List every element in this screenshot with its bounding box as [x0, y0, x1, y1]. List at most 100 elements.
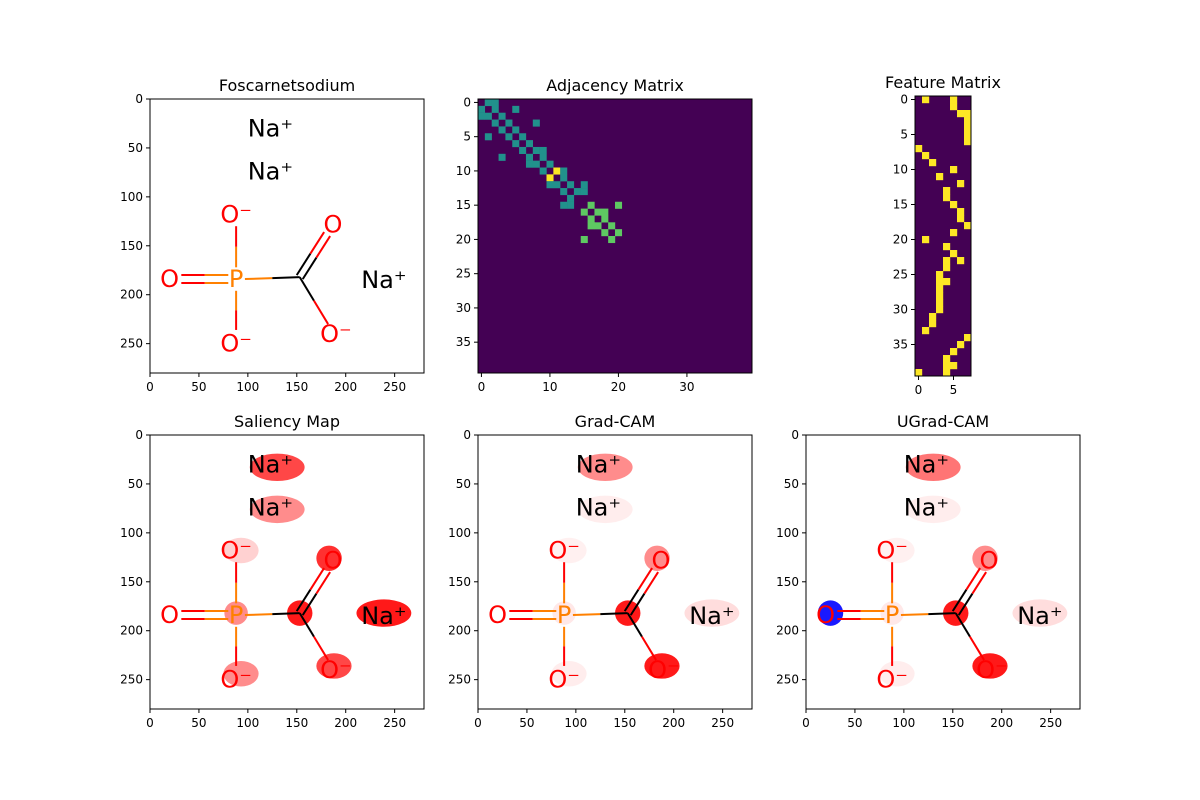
bond-c-o-double	[951, 589, 968, 612]
atom-label: O	[324, 546, 343, 574]
feature-cell	[964, 334, 972, 342]
adjacency-cell	[491, 99, 499, 107]
bond-p-c	[572, 613, 601, 617]
y-tick-label: 0	[900, 93, 908, 107]
y-tick-label: 50	[456, 477, 471, 491]
x-tick-label: 200	[662, 716, 685, 730]
atom-label: Na⁺	[689, 602, 734, 630]
y-tick-label: 50	[784, 477, 799, 491]
molecule-axes-frame	[149, 98, 425, 374]
atom-label: P	[557, 601, 571, 629]
atom-label: Na⁺	[361, 602, 406, 630]
bond-c-o-single	[954, 612, 971, 638]
bond-c-o-single	[298, 276, 315, 302]
saliency-blob	[879, 661, 915, 687]
adjacency-cell	[491, 119, 499, 127]
atom-label: O	[980, 546, 999, 574]
feature-cell	[964, 110, 972, 118]
atom-label: O⁻	[320, 656, 352, 684]
adjacency-cell	[608, 222, 616, 230]
molecule-title: Foscarnetsodium	[219, 76, 355, 95]
adjacency-cell	[601, 215, 609, 223]
feature-cell	[964, 138, 972, 146]
x-tick-label: 0	[802, 716, 810, 730]
feature-cell	[950, 250, 958, 258]
saliency-blob	[972, 653, 1008, 679]
x-tick-label: 100	[236, 716, 259, 730]
y-tick-label: 250	[120, 673, 143, 687]
x-tick-label: 50	[519, 716, 534, 730]
x-tick-label: 200	[334, 380, 357, 394]
x-tick-label: 150	[613, 716, 636, 730]
saliency-blob	[224, 601, 248, 625]
atom-label: P	[885, 601, 899, 629]
y-tick-label: 150	[120, 575, 143, 589]
atom-label: O	[488, 601, 507, 629]
x-tick-label: 50	[847, 716, 862, 730]
saliency-blob	[905, 453, 961, 481]
bond-c-o-single	[626, 612, 643, 638]
feature-cell	[943, 264, 951, 272]
atom-label: O⁻	[220, 200, 252, 228]
atom-label: Na⁺	[904, 450, 949, 478]
x-tick-label: 20	[611, 380, 626, 394]
adjacency-cell	[601, 229, 609, 237]
y-tick-label: 5	[463, 130, 471, 144]
ugradcam-molecule: Na⁺ Na⁺ O⁻ O P O Na⁺ O⁻ O⁻	[816, 450, 1062, 693]
y-tick-label: 250	[776, 673, 799, 687]
atom-label: Na⁺	[248, 493, 293, 521]
y-tick-label: 15	[456, 198, 471, 212]
adjacency-cell	[512, 105, 520, 113]
feature-cell	[950, 229, 958, 237]
y-tick-label: 10	[456, 164, 471, 178]
feature-cell	[929, 159, 937, 167]
saliency-blob	[577, 495, 633, 524]
y-tick-label: 150	[776, 575, 799, 589]
atom-label: O⁻	[220, 536, 252, 564]
adjacency-cell	[546, 174, 554, 182]
y-tick-label: 15	[893, 198, 908, 212]
y-tick-label: 100	[120, 190, 143, 204]
saliency-blob	[577, 453, 633, 481]
atom-label: Na⁺	[248, 114, 293, 142]
saliency-blob	[684, 599, 740, 627]
feature-cell	[950, 103, 958, 111]
feature-cell	[964, 124, 972, 132]
adjacency-cell	[573, 188, 581, 196]
adjacency-cell	[580, 208, 588, 216]
x-tick-label: 250	[383, 380, 406, 394]
saliency-blob	[356, 599, 412, 627]
atom-label: O⁻	[876, 536, 908, 564]
saliency-blob	[223, 661, 259, 687]
adjacency-cell	[546, 160, 554, 168]
atom-label: O⁻	[220, 666, 252, 694]
adjacency-cell	[560, 167, 568, 175]
feature-cell	[957, 257, 965, 265]
y-tick-label: 20	[893, 233, 908, 247]
feature-ticks: 0 5 0 5 10 15 20 25 30 35	[893, 93, 958, 398]
feature-cell	[943, 194, 951, 202]
y-tick-label: 200	[120, 288, 143, 302]
x-tick-label: 100	[236, 380, 259, 394]
saliency-blob	[551, 537, 587, 564]
x-tick-label: 100	[892, 716, 915, 730]
feature-cell	[929, 313, 937, 321]
x-tick-label: 200	[334, 716, 357, 730]
adjacency-ticks: 0 10 20 30 0 5 10 15 20 25 30 35	[456, 95, 695, 394]
bond-c-o-double	[301, 593, 318, 616]
feature-cell	[950, 201, 958, 209]
bond-p-c	[900, 613, 929, 617]
bond-p-c	[272, 276, 300, 280]
bond-c-o-double	[629, 593, 646, 616]
gradcam-highlights	[551, 453, 740, 687]
x-tick-label: 250	[383, 716, 406, 730]
gradcam-title: Grad-CAM	[575, 412, 656, 431]
y-tick-label: 200	[776, 624, 799, 638]
feature-cell	[943, 369, 951, 377]
atom-label: O⁻	[220, 330, 252, 358]
adjacency-cell	[484, 99, 492, 107]
panel-feature: Feature Matrix 0 5 0 5 10 15 20 25 30 35	[885, 73, 1001, 397]
bond-c-o-double	[309, 231, 325, 255]
adjacency-cell	[594, 208, 602, 216]
adjacency-cell	[532, 160, 540, 168]
